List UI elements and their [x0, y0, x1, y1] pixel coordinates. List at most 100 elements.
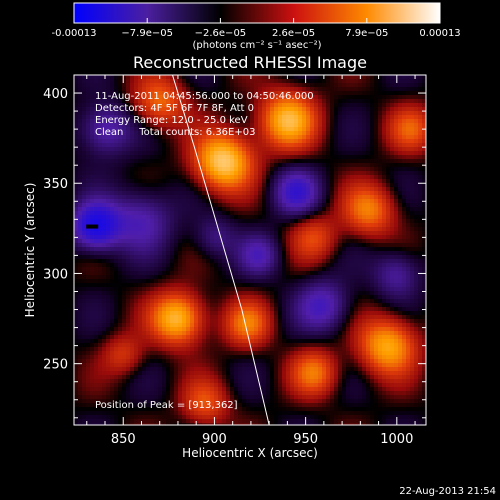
heatmap-cell [182, 115, 187, 120]
heatmap-cell [226, 159, 231, 164]
heatmap-cell [174, 87, 179, 92]
heatmap-cell [366, 139, 371, 144]
heatmap-cell [210, 191, 215, 196]
heatmap-cell [274, 127, 279, 132]
heatmap-cell [302, 183, 307, 188]
heatmap-cell [158, 275, 163, 280]
heatmap-cell [158, 155, 163, 160]
heatmap-cell [74, 159, 79, 164]
heatmap-cell [218, 295, 223, 300]
heatmap-cell [286, 159, 291, 164]
heatmap-cell [122, 143, 127, 148]
heatmap-cell [386, 259, 391, 264]
heatmap-cell [106, 75, 111, 80]
heatmap-cell [178, 231, 183, 236]
heatmap-cell [270, 179, 275, 184]
heatmap-cell [162, 259, 167, 264]
heatmap-cell [130, 87, 135, 92]
heatmap-cell [122, 167, 127, 172]
heatmap-cell [418, 235, 423, 240]
heatmap-cell [410, 147, 415, 152]
heatmap-cell [330, 163, 335, 168]
heatmap-cell [410, 251, 415, 256]
heatmap-cell [102, 271, 107, 276]
heatmap-cell [378, 115, 383, 120]
heatmap-cell [118, 163, 123, 168]
heatmap-cell [258, 283, 263, 288]
heatmap-cell [390, 291, 395, 296]
heatmap-cell [230, 87, 235, 92]
heatmap-cell [94, 75, 99, 80]
heatmap-cell [374, 203, 379, 208]
heatmap-cell [382, 199, 387, 204]
heatmap-cell [310, 75, 315, 80]
heatmap-cell [294, 295, 299, 300]
heatmap-cell [298, 203, 303, 208]
heatmap-cell [402, 147, 407, 152]
heatmap-cell [78, 147, 83, 152]
heatmap-cell [274, 223, 279, 228]
heatmap-cell [318, 271, 323, 276]
heatmap-cell [398, 131, 403, 136]
heatmap-cell [110, 299, 115, 304]
heatmap-cell [334, 123, 339, 128]
heatmap-cell [190, 227, 195, 232]
heatmap-cell [350, 255, 355, 260]
heatmap-cell [314, 103, 319, 108]
heatmap-cell [290, 131, 295, 136]
heatmap-cell [98, 83, 103, 88]
heatmap-cell [262, 107, 267, 112]
heatmap-cell [398, 163, 403, 168]
heatmap-cell [342, 219, 347, 224]
heatmap-cell [410, 179, 415, 184]
heatmap-cell [106, 151, 111, 156]
heatmap-cell [138, 87, 143, 92]
heatmap-cell [306, 147, 311, 152]
heatmap-cell [162, 247, 167, 252]
heatmap-cell [370, 259, 375, 264]
heatmap-cell [294, 231, 299, 236]
heatmap-cell [218, 291, 223, 296]
heatmap-cell [238, 187, 243, 192]
heatmap-cell [342, 259, 347, 264]
heatmap-cell [334, 263, 339, 268]
heatmap-cell [226, 115, 231, 120]
heatmap-cell [150, 283, 155, 288]
heatmap-cell [170, 131, 175, 136]
heatmap-cell [374, 183, 379, 188]
heatmap-cell [266, 99, 271, 104]
heatmap-cell [202, 247, 207, 252]
heatmap-cell [194, 267, 199, 272]
heatmap-cell [98, 291, 103, 296]
heatmap-cell [310, 283, 315, 288]
heatmap-cell [178, 139, 183, 144]
heatmap-cell [222, 263, 227, 268]
heatmap-cell [382, 195, 387, 200]
heatmap-cell [230, 219, 235, 224]
heatmap-cell [254, 291, 259, 296]
heatmap-cell [290, 259, 295, 264]
heatmap-cell [94, 159, 99, 164]
heatmap-cell [202, 135, 207, 140]
heatmap-cell [386, 235, 391, 240]
heatmap-cell [410, 275, 415, 280]
heatmap-cell [106, 187, 111, 192]
heatmap-cell [118, 115, 123, 120]
heatmap-cell [102, 231, 107, 236]
heatmap-cell [178, 179, 183, 184]
heatmap-cell [398, 199, 403, 204]
heatmap-cell [414, 267, 419, 272]
heatmap-cell [342, 139, 347, 144]
heatmap-cell [86, 91, 91, 96]
heatmap-cell [202, 107, 207, 112]
heatmap-cell [314, 171, 319, 176]
heatmap-cell [410, 131, 415, 136]
heatmap-cell [202, 283, 207, 288]
heatmap-cell [422, 239, 426, 244]
heatmap-cell [354, 167, 359, 172]
heatmap-cell [306, 239, 311, 244]
heatmap-cell [190, 111, 195, 116]
heatmap-cell [182, 171, 187, 176]
heatmap-cell [98, 143, 103, 148]
heatmap-cell [122, 235, 127, 240]
